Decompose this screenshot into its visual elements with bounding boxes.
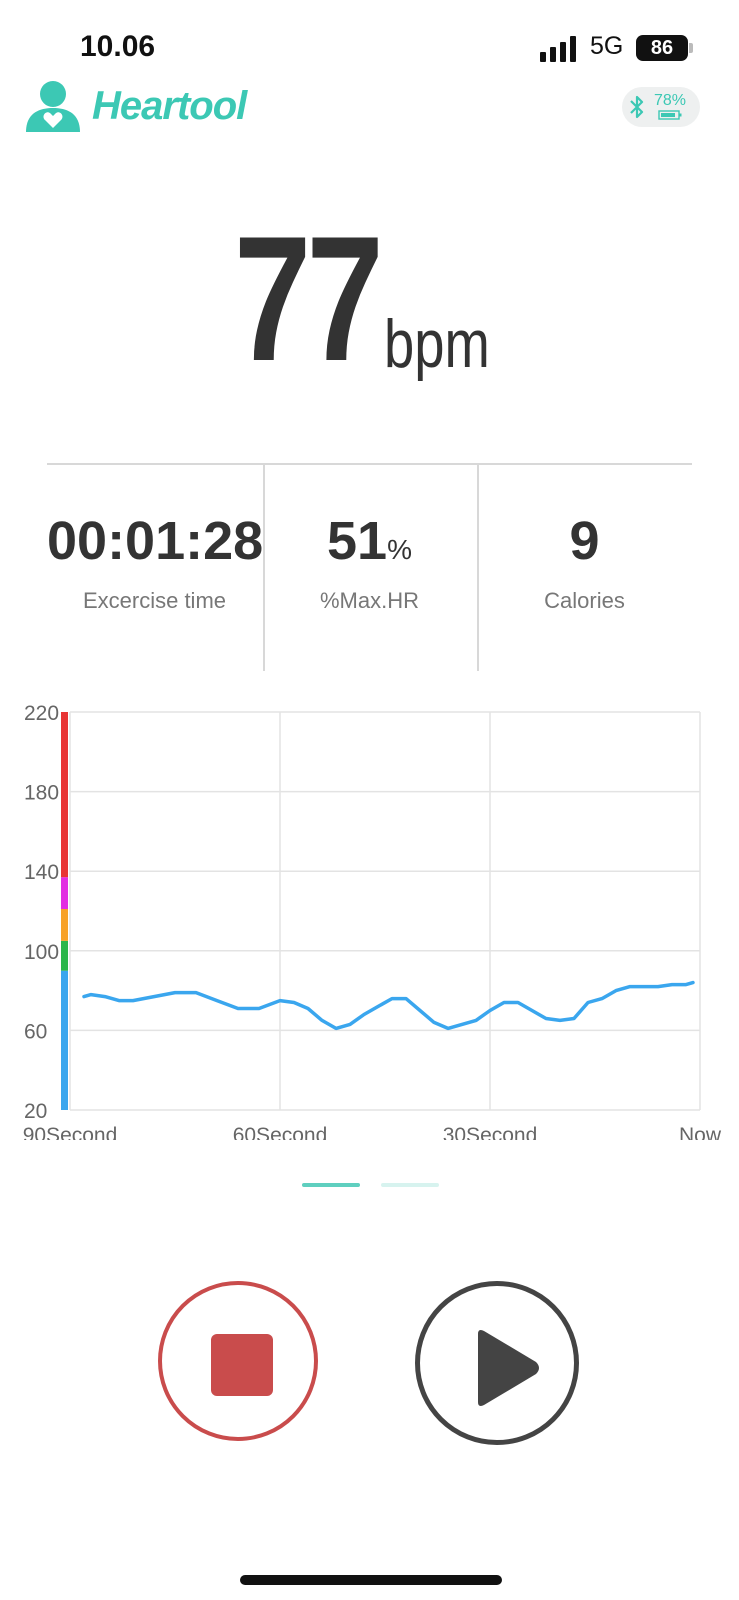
- page-indicator-1[interactable]: [302, 1183, 360, 1187]
- stats-divider: [263, 463, 265, 671]
- calories-value: 9: [569, 511, 600, 571]
- bluetooth-icon: [630, 95, 644, 119]
- max-hr-value: 51%: [327, 511, 412, 571]
- network-type: 5G: [590, 32, 624, 60]
- play-button[interactable]: [415, 1281, 579, 1445]
- heart-rate-value: 77: [234, 199, 384, 398]
- calories-label: Calories: [544, 588, 625, 613]
- hr-zone-bar: [61, 940, 68, 971]
- status-time: 10.06: [80, 30, 156, 63]
- device-battery-icon: [658, 110, 682, 120]
- y-tick-label: 220: [24, 702, 59, 725]
- hr-zone-bar: [61, 877, 68, 910]
- y-tick-label: 20: [24, 1100, 47, 1123]
- stop-icon: [211, 1334, 273, 1396]
- hr-zone-bar: [61, 712, 68, 878]
- heart-rate-line: [82, 980, 695, 1031]
- x-tick-label: Now: [679, 1124, 722, 1140]
- battery-level: 86: [636, 35, 688, 61]
- app-title: Heartool: [92, 84, 247, 128]
- hr-zone-bar: [61, 909, 68, 941]
- stats-divider: [47, 463, 692, 465]
- cellular-signal-icon: [540, 36, 576, 62]
- y-tick-label: 140: [24, 861, 59, 884]
- stats-divider: [477, 463, 479, 671]
- stop-button[interactable]: [158, 1281, 318, 1441]
- x-tick-label: 90Second: [23, 1124, 118, 1140]
- x-tick-label: 30Second: [443, 1124, 538, 1140]
- exercise-time-label: Excercise time: [82, 588, 227, 613]
- y-tick-label: 100: [24, 941, 59, 964]
- max-hr-label: %Max.HR: [319, 588, 419, 613]
- hr-zone-bar: [61, 970, 68, 1110]
- y-tick-label: 60: [24, 1020, 47, 1043]
- heart-rate-unit: bpm: [384, 306, 490, 382]
- app-logo-icon: [26, 81, 80, 132]
- y-tick-label: 180: [24, 782, 59, 805]
- play-icon: [478, 1330, 539, 1406]
- page-indicator-2[interactable]: [381, 1183, 439, 1187]
- device-status[interactable]: [622, 87, 700, 127]
- exercise-time-value: 00:01:28: [47, 511, 264, 571]
- heart-rate-chart: 20 60 100 140 180 220 90Second 60Second 30Second…: [23, 702, 722, 1140]
- battery-icon: [689, 43, 693, 53]
- device-battery-label: 78%: [654, 92, 687, 109]
- x-tick-label: 60Second: [233, 1124, 328, 1140]
- home-indicator[interactable]: [240, 1575, 502, 1585]
